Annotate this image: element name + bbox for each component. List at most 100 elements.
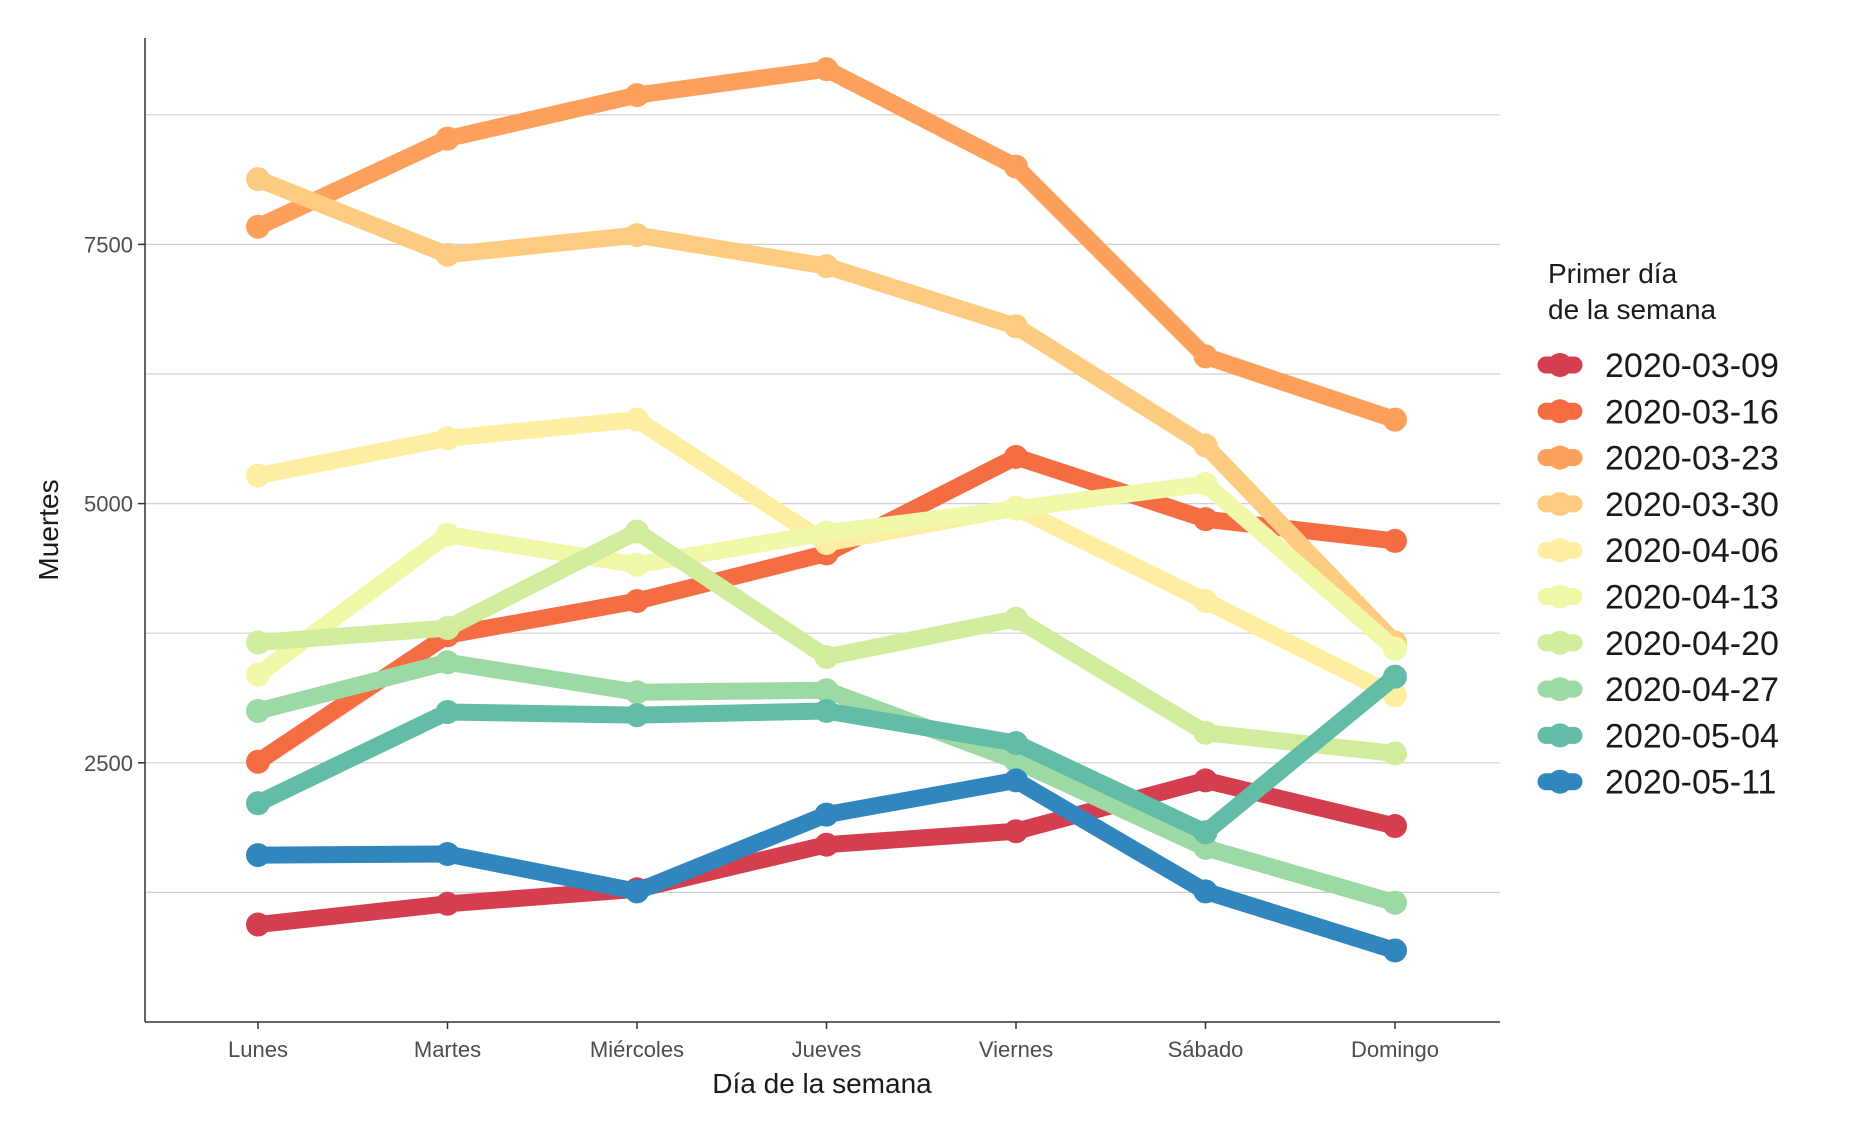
- data-point: [1383, 938, 1407, 963]
- series-2020-04-13: [246, 471, 1407, 687]
- legend-key-point: [1548, 723, 1572, 748]
- data-point: [814, 802, 839, 827]
- data-point: [625, 879, 649, 904]
- x-tick-label: Martes: [414, 1037, 481, 1062]
- legend-label: 2020-04-20: [1605, 625, 1779, 663]
- legend-item: 2020-05-04: [1537, 717, 1779, 755]
- legend-key-point: [1548, 538, 1572, 563]
- legend-item: 2020-03-23: [1537, 440, 1779, 478]
- x-tick-label: Jueves: [792, 1037, 862, 1062]
- series-layer: [246, 57, 1407, 963]
- y-axis-title: Muertes: [33, 479, 64, 580]
- x-tick-label: Viernes: [979, 1037, 1053, 1062]
- x-tick-label: Sábado: [1168, 1037, 1244, 1062]
- legend-key-point: [1548, 677, 1572, 702]
- data-point: [1004, 606, 1028, 631]
- data-point: [1193, 879, 1218, 904]
- data-point: [435, 522, 460, 547]
- legend-label: 2020-04-06: [1605, 532, 1779, 570]
- data-point: [246, 463, 270, 488]
- legend-item: 2020-03-09: [1537, 347, 1779, 385]
- data-point: [435, 699, 460, 724]
- data-point: [246, 662, 270, 687]
- legend-key-point: [1548, 491, 1572, 516]
- legend-item: 2020-04-13: [1537, 579, 1779, 617]
- data-point: [435, 126, 460, 151]
- data-point: [1193, 720, 1218, 745]
- data-point: [1193, 768, 1218, 793]
- data-point: [625, 83, 649, 108]
- data-point: [246, 791, 270, 816]
- data-point: [625, 589, 649, 614]
- data-point: [1383, 528, 1407, 553]
- data-point: [246, 630, 270, 655]
- data-point: [814, 678, 839, 703]
- data-point: [246, 912, 270, 937]
- legend-key-point: [1548, 353, 1572, 377]
- data-point: [1383, 664, 1407, 689]
- data-point: [1193, 433, 1218, 458]
- data-point: [1383, 636, 1407, 661]
- legend-label: 2020-03-30: [1605, 486, 1779, 524]
- data-point: [246, 843, 270, 868]
- x-tick-label: Domingo: [1351, 1037, 1439, 1062]
- legend-item: 2020-04-20: [1537, 625, 1779, 663]
- legend: Primer día de la semana 2020-03-092020-0…: [1537, 258, 1779, 802]
- data-point: [1004, 314, 1028, 339]
- data-point: [246, 167, 270, 192]
- data-point: [625, 407, 649, 432]
- data-point: [435, 426, 460, 451]
- data-point: [1193, 471, 1218, 496]
- legend-key-point: [1548, 399, 1572, 424]
- legend-label: 2020-04-27: [1605, 671, 1779, 709]
- data-point: [246, 698, 270, 723]
- data-point: [814, 645, 839, 670]
- legend-item: 2020-05-11: [1537, 764, 1776, 802]
- data-point: [1383, 407, 1407, 432]
- series-2020-04-20: [246, 519, 1407, 766]
- legend-label: 2020-03-16: [1605, 393, 1779, 431]
- legend-label: 2020-03-09: [1605, 347, 1779, 385]
- data-point: [1004, 819, 1028, 844]
- y-ticks: 2500 5000 7500: [84, 232, 145, 776]
- data-point: [814, 57, 839, 82]
- data-point: [1383, 814, 1407, 839]
- legend-item: 2020-04-06: [1537, 532, 1779, 570]
- legend-label: 2020-05-04: [1605, 717, 1779, 755]
- legend-item: 2020-04-27: [1537, 671, 1779, 709]
- data-point: [1193, 589, 1218, 614]
- legend-title-line-2: de la semana: [1548, 294, 1717, 325]
- data-point: [625, 223, 649, 248]
- y-tick-label: 5000: [84, 492, 133, 517]
- x-tick-label: Lunes: [228, 1037, 288, 1062]
- series-line: [249, 170, 1404, 652]
- legend-label: 2020-05-11: [1605, 764, 1776, 802]
- data-point: [435, 616, 460, 641]
- legend-items: 2020-03-09 2020-03-16 2020-03-23 2020-03-30…: [1537, 347, 1779, 802]
- x-axis-title: Día de la semana: [712, 1068, 932, 1099]
- series-2020-05-04: [246, 664, 1407, 845]
- legend-key-point: [1548, 769, 1572, 794]
- data-point: [814, 698, 839, 723]
- data-point: [625, 703, 649, 728]
- data-point: [1004, 154, 1028, 179]
- data-point: [1004, 768, 1028, 793]
- data-point: [1004, 731, 1028, 756]
- data-point: [625, 552, 649, 577]
- x-tick-label: Miércoles: [590, 1037, 684, 1062]
- data-point: [814, 520, 839, 545]
- data-point: [1004, 444, 1028, 469]
- data-point: [1193, 507, 1218, 532]
- data-point: [246, 214, 270, 239]
- data-point: [625, 680, 649, 705]
- legend-key-point: [1548, 630, 1572, 655]
- data-point: [246, 749, 270, 774]
- legend-key-point: [1548, 445, 1572, 470]
- y-tick-label: 7500: [84, 232, 133, 257]
- legend-title-line-1: Primer día: [1548, 258, 1678, 289]
- data-point: [814, 832, 839, 857]
- grid-lines: [145, 114, 1500, 894]
- data-point: [1193, 344, 1218, 369]
- data-point: [1383, 741, 1407, 766]
